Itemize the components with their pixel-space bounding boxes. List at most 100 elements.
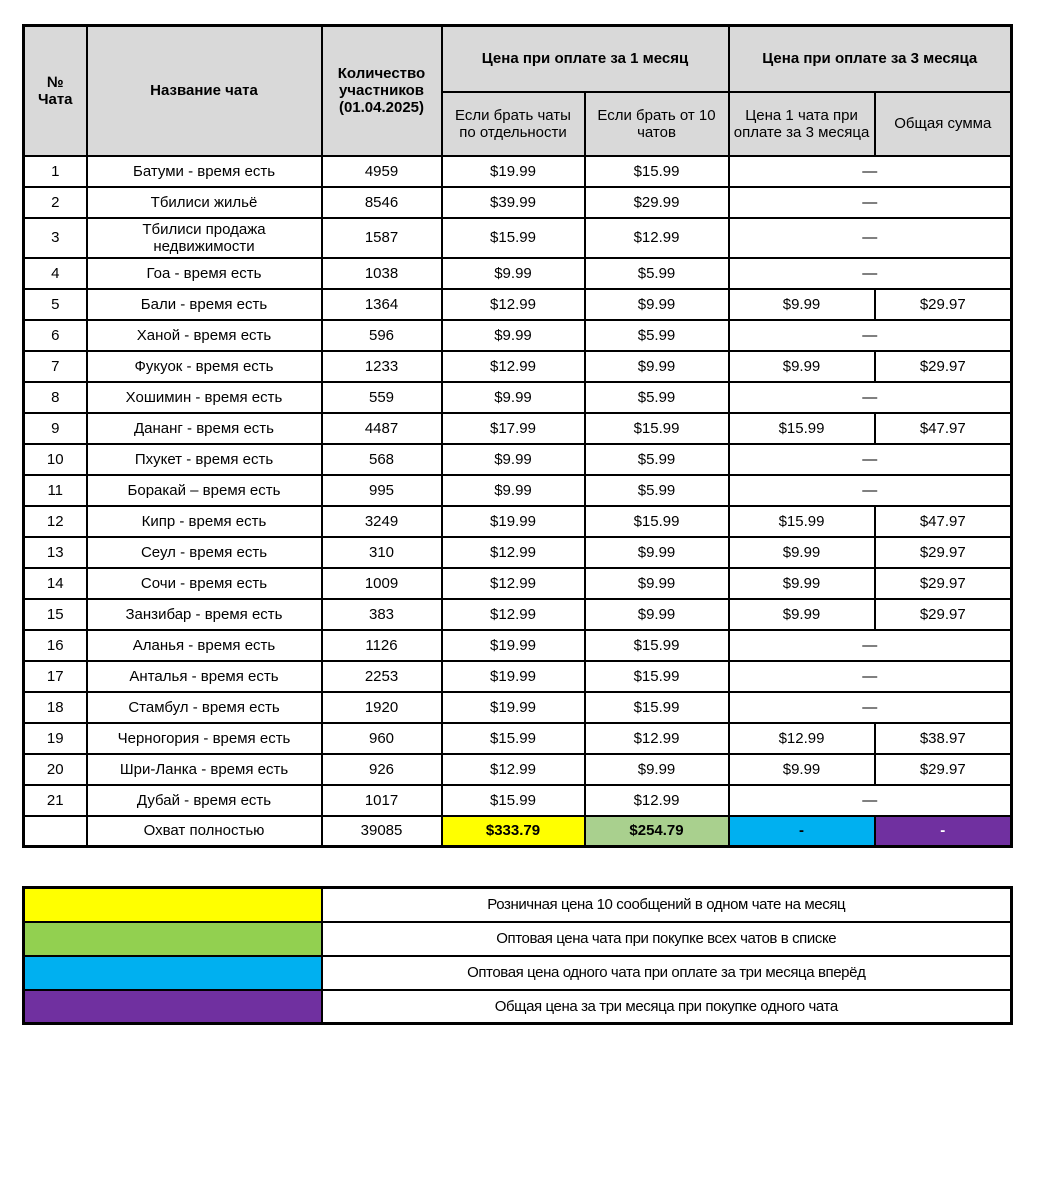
price-1m-bulk-cell: $12.99 (583, 783, 730, 817)
chat-row: 8 Хошимин - время есть 559 $9.99 $5.99— (22, 380, 1013, 414)
legend-table: Розничная цена 10 сообщений в одном чате… (22, 886, 1013, 1025)
price-1m-bulk-cell: $5.99 (583, 256, 730, 290)
price-1m-bulk-cell: $29.99 (583, 185, 730, 219)
chat-row: 19 Черногория - время есть 960 $15.99 $12.99… (22, 721, 1013, 755)
chat-row: 17 Анталья - время есть 2253 $19.99 $15.99— (22, 659, 1013, 693)
chat-name-cell: Фукуок - время есть (85, 349, 323, 383)
total-row: Охват полностью 39085 $333.79 $254.79- - (22, 814, 1013, 848)
price-1m-bulk-cell: $15.99 (583, 411, 730, 445)
price-3m-total-cell: $29.97 (873, 597, 1013, 631)
legend-label: Розничная цена 10 сообщений в одном чате… (320, 886, 1013, 923)
header-sub-3m-chat-price: Цена 1 чата при оплате за 3 месяца (727, 90, 876, 157)
chat-name-cell: Батуми - время есть (85, 154, 323, 188)
participants-cell: 3249 (320, 504, 443, 538)
chat-name-cell: Стамбул - время есть (85, 690, 323, 724)
legend-label: Оптовая цена чата при покупке всех чатов… (320, 920, 1013, 957)
chat-row: 13 Сеул - время есть 310 $12.99 $9.99 $9.99 $2… (22, 535, 1013, 569)
total-number-cell (22, 814, 88, 848)
participants-cell: 960 (320, 721, 443, 755)
no-3m-price-dash-cell: — (727, 659, 1013, 693)
chat-row: 16 Аланья - время есть 1126 $19.99 $15.99— (22, 628, 1013, 662)
price-1m-single-cell: $12.99 (440, 597, 586, 631)
chat-name-cell: Гоа - время есть (85, 256, 323, 290)
chat-row: 12 Кипр - время есть 3249 $19.99 $15.99 $15.9… (22, 504, 1013, 538)
header-row-group: № Чата Название чата Количество участник… (22, 24, 1013, 157)
chat-number-cell: 18 (22, 690, 88, 724)
price-3m-total-cell: $29.97 (873, 752, 1013, 786)
price-3m-total-cell: $29.97 (873, 535, 1013, 569)
chat-number-cell: 12 (22, 504, 88, 538)
chat-number-cell: 21 (22, 783, 88, 817)
price-1m-single-cell: $9.99 (440, 256, 586, 290)
price-1m-single-cell: $12.99 (440, 349, 586, 383)
header-group-3-months: Цена при оплате за 3 месяца (727, 24, 1013, 93)
header-sub-from-10-chats: Если брать от 10 чатов (583, 90, 730, 157)
legend-row: Оптовая цена чата при покупке всех чатов… (22, 920, 1013, 957)
price-1m-single-cell: $12.99 (440, 287, 586, 321)
price-1m-single-cell: $9.99 (440, 442, 586, 476)
price-1m-bulk-cell: $15.99 (583, 504, 730, 538)
chat-row: 21 Дубай - время есть 1017 $15.99 $12.99— (22, 783, 1013, 817)
price-1m-bulk-cell: $5.99 (583, 380, 730, 414)
chat-row: 10 Пхукет - время есть 568 $9.99 $5.99— (22, 442, 1013, 476)
participants-cell: 926 (320, 752, 443, 786)
total-3m-chat-cell: - (727, 814, 876, 848)
chat-name-cell: Черногория - время есть (85, 721, 323, 755)
chat-name-cell: Аланья - время есть (85, 628, 323, 662)
participants-cell: 4487 (320, 411, 443, 445)
price-3m-total-cell: $47.97 (873, 504, 1013, 538)
legend-row: Общая цена за три месяца при покупке одн… (22, 988, 1013, 1025)
no-3m-price-dash-cell: — (727, 380, 1013, 414)
price-3m-chat-cell: $9.99 (727, 287, 876, 321)
chat-number-cell: 6 (22, 318, 88, 352)
chat-number-cell: 3 (22, 216, 88, 259)
chat-row: 1 Батуми - время есть 4959 $19.99 $15.99— (22, 154, 1013, 188)
no-3m-price-dash-cell: — (727, 473, 1013, 507)
chat-number-cell: 11 (22, 473, 88, 507)
participants-cell: 8546 (320, 185, 443, 219)
participants-cell: 1364 (320, 287, 443, 321)
chat-row: 7 Фукуок - время есть 1233 $12.99 $9.99 $9.99… (22, 349, 1013, 383)
no-3m-price-dash-cell: — (727, 318, 1013, 352)
chat-name-cell: Пхукет - время есть (85, 442, 323, 476)
chat-name-cell: Кипр - время есть (85, 504, 323, 538)
price-1m-bulk-cell: $9.99 (583, 287, 730, 321)
chat-name-cell: Сеул - время есть (85, 535, 323, 569)
chat-number-cell: 17 (22, 659, 88, 693)
price-1m-bulk-cell: $12.99 (583, 721, 730, 755)
price-3m-chat-cell: $15.99 (727, 504, 876, 538)
chat-number-cell: 19 (22, 721, 88, 755)
price-1m-bulk-cell: $5.99 (583, 473, 730, 507)
chat-row: 14 Сочи - время есть 1009 $12.99 $9.99 $9.99 $… (22, 566, 1013, 600)
legend-label: Оптовая цена одного чата при оплате за т… (320, 954, 1013, 991)
chat-number-cell: 14 (22, 566, 88, 600)
legend-color-swatch (22, 988, 323, 1025)
chat-number-cell: 7 (22, 349, 88, 383)
participants-cell: 995 (320, 473, 443, 507)
legend-color-swatch (22, 920, 323, 957)
price-1m-bulk-cell: $15.99 (583, 154, 730, 188)
price-1m-bulk-cell: $9.99 (583, 566, 730, 600)
price-1m-bulk-cell: $5.99 (583, 318, 730, 352)
price-3m-chat-cell: $12.99 (727, 721, 876, 755)
legend-color-swatch (22, 886, 323, 923)
total-retail-cell: $333.79 (440, 814, 586, 848)
price-1m-bulk-cell: $9.99 (583, 535, 730, 569)
price-3m-total-cell: $29.97 (873, 566, 1013, 600)
chat-number-cell: 1 (22, 154, 88, 188)
price-3m-chat-cell: $9.99 (727, 566, 876, 600)
chat-row: 5 Бали - время есть 1364 $12.99 $9.99 $9.99 $2… (22, 287, 1013, 321)
chat-row: 3 Тбилиси продажа недвижимости 1587 $15.99 $… (22, 216, 1013, 259)
chat-name-cell: Занзибар - время есть (85, 597, 323, 631)
participants-cell: 1233 (320, 349, 443, 383)
price-1m-single-cell: $19.99 (440, 659, 586, 693)
participants-cell: 1126 (320, 628, 443, 662)
chat-row: 15 Занзибар - время есть 383 $12.99 $9.99 $9.… (22, 597, 1013, 631)
price-3m-total-cell: $29.97 (873, 349, 1013, 383)
chat-number-cell: 10 (22, 442, 88, 476)
participants-cell: 1009 (320, 566, 443, 600)
price-3m-chat-cell: $9.99 (727, 752, 876, 786)
no-3m-price-dash-cell: — (727, 154, 1013, 188)
chat-number-cell: 13 (22, 535, 88, 569)
price-1m-bulk-cell: $15.99 (583, 690, 730, 724)
